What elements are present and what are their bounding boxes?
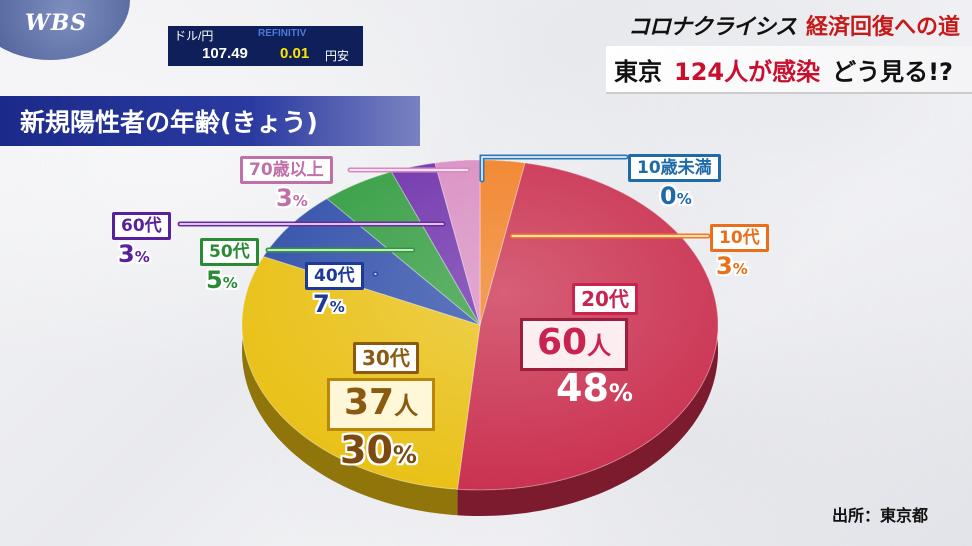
label-20s-count: 60人	[520, 318, 629, 371]
label-10s-pct: 3%	[716, 252, 748, 280]
headline-place: 東京	[614, 57, 662, 86]
leader-line-highlight-0	[481, 156, 627, 181]
ticker-direction: 円安	[325, 49, 350, 63]
label-40s-pct: 7%	[313, 290, 345, 318]
label-20s: 20代	[552, 283, 658, 315]
label-60s-pct: 3%	[118, 240, 150, 268]
ticker-value: 107.49	[202, 45, 248, 62]
label-40s-name: 40代	[305, 262, 364, 290]
label-60s: 60代 3%	[112, 212, 171, 268]
pie-top-layer	[241, 159, 719, 491]
source-note: 出所：東京都	[831, 506, 928, 525]
topic-title: 経済回復への道	[805, 15, 960, 40]
label-40s: 40代 7%	[305, 262, 364, 318]
label-under10-name: 10歳未満	[628, 154, 721, 182]
label-10s-name: 10代	[710, 224, 769, 252]
label-70plus-name: 70歳以上	[240, 156, 333, 184]
leader-lines	[177, 154, 711, 277]
program-header: コロナクライシス 経済回復への道	[628, 6, 960, 44]
label-30s-count: 37人	[327, 378, 436, 431]
label-under10: 10歳未満 0%	[628, 154, 721, 210]
label-50s-pct: 5%	[206, 266, 238, 294]
label-20s-pct: 48%	[556, 366, 633, 410]
chart-title: 新規陽性者の年齢(きょう)	[0, 96, 420, 146]
label-70plus-pct: 3%	[276, 184, 308, 212]
ticker-brand: REFINITIV	[258, 28, 307, 39]
label-60s-name: 60代	[112, 212, 171, 240]
ticker-change: 0.01	[280, 45, 310, 62]
label-30s-pct: 30%	[340, 428, 417, 472]
label-70plus: 70歳以上 3%	[240, 156, 333, 212]
label-30s-name: 30代	[353, 342, 419, 374]
currency-ticker: ドル/円 REFINITIV 107.49 0.01 円安	[168, 26, 363, 66]
series-title: コロナクライシス	[627, 15, 797, 40]
label-20s-name: 20代	[572, 283, 638, 315]
label-10s: 10代 3%	[710, 224, 769, 280]
headline-question: どう見る!?	[832, 57, 953, 86]
headline-bar: 東京 124人が感染 どう見る!?	[606, 46, 972, 94]
pie-side-3	[242, 256, 458, 516]
label-50s: 50代 5%	[200, 238, 259, 294]
ticker-label: ドル/円	[174, 29, 214, 43]
label-under10-pct: 0%	[660, 182, 692, 210]
label-50s-name: 50代	[200, 238, 259, 266]
headline-count: 124人が感染	[674, 57, 821, 86]
label-30s: 30代	[353, 342, 419, 374]
